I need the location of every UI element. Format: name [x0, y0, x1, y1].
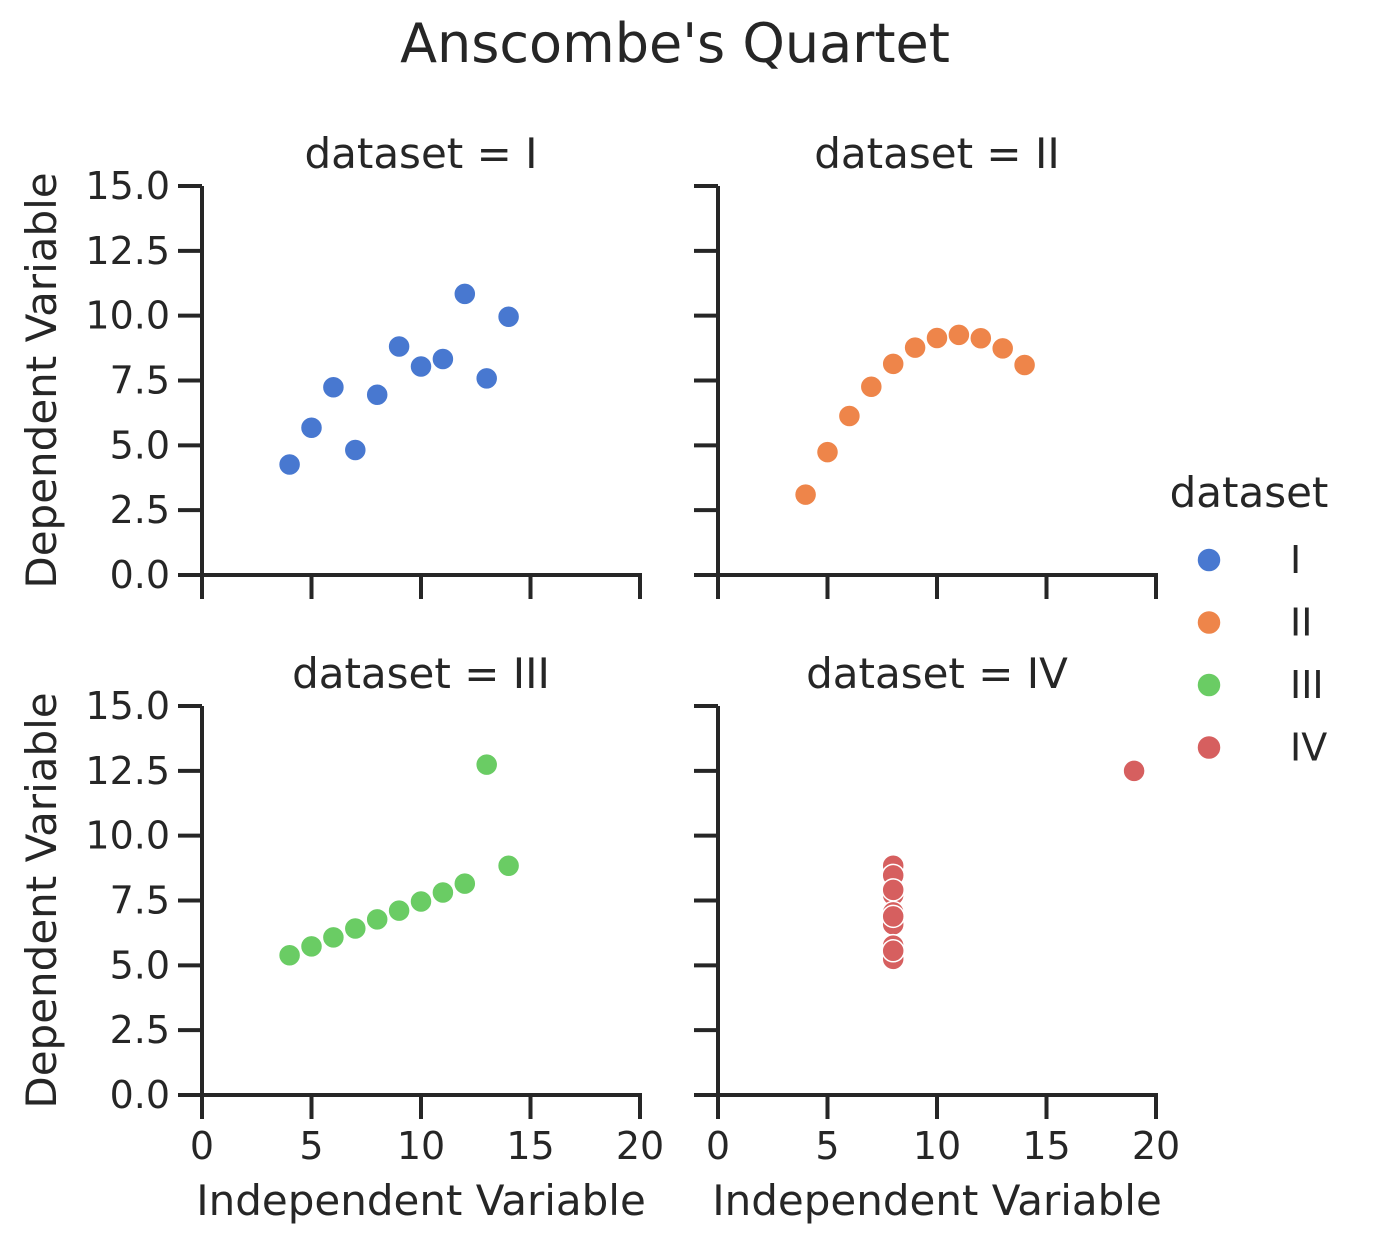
legend-marker — [1196, 609, 1222, 636]
legend-item: I — [1196, 538, 1301, 582]
data-point — [277, 452, 302, 477]
data-point — [321, 925, 346, 950]
x-tick-label: 10 — [913, 1124, 961, 1168]
legend-marker — [1196, 547, 1222, 573]
data-point — [453, 282, 477, 306]
facet-panel: dataset = III 0.0 2.5 5.0 7.5 10.0 12.5 15.0 0 5 1… — [17, 649, 664, 1225]
data-point — [474, 752, 499, 777]
x-tick-label: 5 — [815, 1124, 839, 1168]
y-tick-label: 7.5 — [110, 879, 170, 923]
y-tick-label: 10.0 — [85, 294, 170, 338]
y-axis-label: Dependent Variable — [17, 692, 66, 1108]
y-tick-label: 5.0 — [110, 943, 170, 987]
data-point — [409, 889, 433, 914]
data-point — [277, 943, 302, 967]
x-axis-label: Independent Variable — [712, 1176, 1162, 1225]
data-point — [881, 939, 905, 963]
facet-panel: dataset = IV 0 5 10 15 20 Independent Variable — [694, 649, 1180, 1225]
x-tick-label: 20 — [1132, 1124, 1180, 1168]
data-point — [815, 440, 840, 464]
data-point — [299, 415, 324, 440]
legend-label: IV — [1290, 726, 1327, 770]
data-point — [496, 304, 521, 329]
data-point — [474, 366, 499, 391]
data-point — [321, 375, 346, 399]
data-point — [859, 374, 884, 399]
data-point — [837, 404, 862, 428]
y-axis-label: Dependent Variable — [17, 172, 66, 588]
legend-label: II — [1290, 601, 1312, 645]
y-tick-label: 2.5 — [110, 488, 170, 532]
data-point — [431, 880, 455, 905]
data-point — [969, 326, 993, 350]
data-point — [1122, 759, 1146, 783]
data-point — [925, 326, 949, 350]
data-point — [299, 934, 324, 959]
y-tick-label: 0.0 — [110, 1073, 170, 1117]
data-point — [343, 438, 368, 462]
legend-marker — [1196, 672, 1222, 698]
facet-panel: dataset = I 0.0 2.5 5.0 7.5 10.0 12.5 15.0 Depen… — [17, 129, 642, 599]
x-axis-label: Independent Variable — [196, 1176, 646, 1225]
data-point — [387, 334, 411, 359]
legend-item: IV — [1196, 726, 1327, 770]
y-tick-label: 15.0 — [85, 164, 170, 208]
data-point — [453, 871, 477, 896]
data-point — [409, 354, 433, 379]
facet-title: dataset = III — [292, 649, 550, 698]
data-point — [903, 335, 927, 360]
facet-grid: dataset = I 0.0 2.5 5.0 7.5 10.0 12.5 15.0 Depen… — [17, 129, 1180, 1225]
data-point — [431, 347, 455, 371]
chart-title: Anscombe's Quartet — [400, 12, 950, 75]
y-tick-label: 12.5 — [85, 229, 170, 273]
y-tick-label: 7.5 — [110, 359, 170, 403]
y-tick-label: 2.5 — [110, 1008, 170, 1052]
x-tick-label: 10 — [397, 1124, 445, 1168]
legend-item: II — [1196, 601, 1312, 645]
data-point — [343, 916, 368, 941]
data-point — [387, 898, 411, 923]
legend-marker — [1196, 734, 1222, 761]
legend-label: III — [1290, 663, 1324, 707]
data-point — [1012, 353, 1037, 377]
facet-title: dataset = II — [814, 129, 1059, 178]
data-point — [496, 853, 521, 878]
y-tick-label: 10.0 — [85, 814, 170, 858]
data-point — [881, 878, 905, 902]
x-tick-label: 15 — [1022, 1124, 1070, 1168]
x-tick-label: 15 — [506, 1124, 554, 1168]
data-point — [365, 907, 389, 932]
legend-title: dataset — [1170, 468, 1329, 517]
x-tick-label: 20 — [616, 1124, 664, 1168]
legend-item: III — [1196, 663, 1324, 707]
data-point — [881, 352, 905, 376]
facet-title: dataset = I — [304, 129, 537, 178]
x-tick-label: 0 — [706, 1124, 730, 1168]
y-tick-label: 12.5 — [85, 749, 170, 793]
x-tick-label: 5 — [299, 1124, 323, 1168]
data-point — [365, 383, 389, 407]
y-tick-label: 5.0 — [110, 423, 170, 467]
data-point — [881, 904, 905, 929]
x-tick-label: 0 — [190, 1124, 214, 1168]
facet-title: dataset = IV — [806, 649, 1068, 698]
data-point — [947, 323, 971, 347]
data-point — [990, 336, 1015, 361]
y-tick-label: 0.0 — [110, 553, 170, 597]
legend-label: I — [1290, 538, 1301, 582]
y-tick-label: 15.0 — [85, 684, 170, 728]
facet-panel: dataset = II — [694, 129, 1158, 599]
data-point — [793, 482, 818, 507]
